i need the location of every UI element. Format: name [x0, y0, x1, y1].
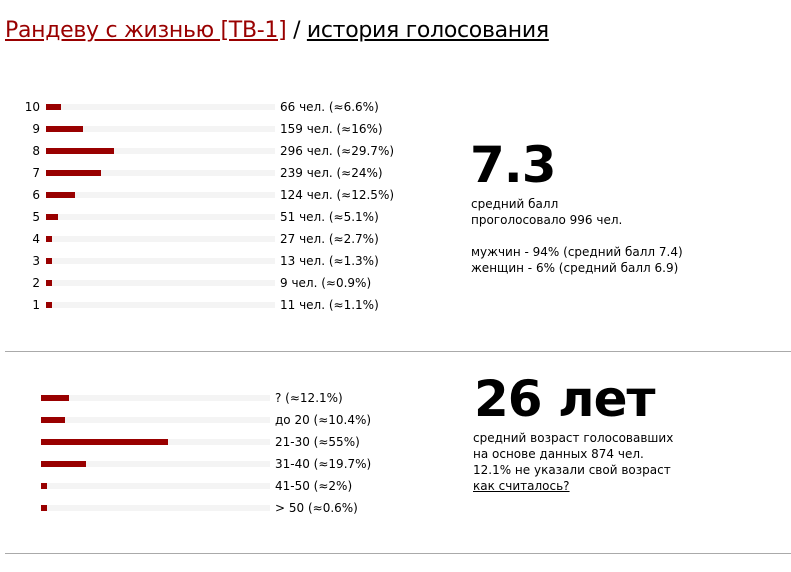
rating-label: 9	[32, 122, 40, 136]
average-rating: 7.3	[470, 136, 557, 194]
rating-value: 27 чел. (≈2.7%)	[280, 232, 379, 246]
women-stats: женщин - 6% (средний балл 6.9)	[471, 261, 679, 275]
age-row: до 20 (≈10.4%)	[0, 409, 791, 431]
avg-label: средний балл	[471, 197, 559, 211]
rating-row: 3 13 чел. (≈1.3%)	[0, 250, 791, 272]
rating-bar-track	[46, 170, 275, 176]
rating-row: 5 51 чел. (≈5.1%)	[0, 206, 791, 228]
rating-bar	[46, 126, 83, 132]
rating-value: 11 чел. (≈1.1%)	[280, 298, 379, 312]
rating-bar	[46, 148, 115, 154]
age-value: 41-50 (≈2%)	[275, 479, 353, 493]
rating-bar-track	[46, 192, 275, 198]
rating-bar-track	[46, 104, 275, 110]
rating-value: 13 чел. (≈1.3%)	[280, 254, 379, 268]
age-row: 31-40 (≈19.7%)	[0, 453, 791, 475]
rating-bar	[46, 258, 52, 264]
rating-row: 8 296 чел. (≈29.7%)	[0, 140, 791, 162]
rating-value: 124 чел. (≈12.5%)	[280, 188, 395, 202]
rating-row: 1 11 чел. (≈1.1%)	[0, 294, 791, 316]
rating-label: 7	[32, 166, 40, 180]
rating-label: 2	[32, 276, 40, 290]
rating-row: 7 239 чел. (≈24%)	[0, 162, 791, 184]
rating-row: 4 27 чел. (≈2.7%)	[0, 228, 791, 250]
age-value: до 20 (≈10.4%)	[275, 413, 372, 427]
rating-label: 3	[32, 254, 40, 268]
page-subtitle: история голосования	[306, 18, 549, 43]
rating-bar-track	[46, 236, 275, 242]
divider	[5, 553, 791, 554]
age-bar-track	[41, 417, 270, 423]
age-bar	[41, 417, 65, 423]
age-row: 21-30 (≈55%)	[0, 431, 791, 453]
rating-label: 1	[32, 298, 40, 312]
rating-bar	[46, 214, 58, 220]
age-line-3: 12.1% не указали свой возраст	[473, 463, 671, 477]
rating-bar	[46, 280, 52, 286]
rating-row: 6 124 чел. (≈12.5%)	[0, 184, 791, 206]
age-bar	[41, 439, 168, 445]
rating-label: 10	[24, 100, 40, 114]
rating-bar-track	[46, 280, 275, 286]
rating-bar	[46, 236, 53, 242]
age-row: > 50 (≈0.6%)	[0, 497, 791, 519]
voted-count: проголосовало 996 чел.	[471, 213, 623, 227]
age-bar-track	[41, 483, 270, 489]
rating-value: 51 чел. (≈5.1%)	[280, 210, 379, 224]
rating-label: 6	[32, 188, 40, 202]
age-row: ? (≈12.1%)	[0, 387, 791, 409]
rating-bar-track	[46, 148, 275, 154]
age-bar	[41, 461, 87, 467]
rating-bar	[46, 104, 62, 110]
age-line-1: средний возраст голосовавших	[473, 431, 674, 445]
men-stats: мужчин - 94% (средний балл 7.4)	[471, 245, 683, 259]
page-title: Рандеву с жизнью [TB-1] / история голосо…	[5, 18, 549, 43]
rating-row: 10 66 чел. (≈6.6%)	[0, 96, 791, 118]
rating-label: 4	[32, 232, 40, 246]
age-value: 21-30 (≈55%)	[275, 435, 360, 449]
age-bar-track	[41, 395, 270, 401]
divider	[5, 351, 791, 352]
age-bar	[41, 505, 47, 511]
how-calculated-link[interactable]: как считалось?	[473, 479, 570, 493]
rating-bar-track	[46, 302, 275, 308]
rating-row: 2 9 чел. (≈0.9%)	[0, 272, 791, 294]
rating-value: 296 чел. (≈29.7%)	[280, 144, 395, 158]
age-row: 41-50 (≈2%)	[0, 475, 791, 497]
rating-bar-track	[46, 258, 275, 264]
rating-value: 239 чел. (≈24%)	[280, 166, 383, 180]
age-bar-track	[41, 439, 270, 445]
title-separator: /	[293, 18, 301, 43]
age-bar-track	[41, 505, 270, 511]
age-value: > 50 (≈0.6%)	[275, 501, 358, 515]
rating-bar	[46, 302, 52, 308]
age-bar	[41, 483, 47, 489]
age-summary: средний возраст голосовавших на основе д…	[473, 430, 673, 494]
rating-label: 5	[32, 210, 40, 224]
age-bar-track	[41, 461, 270, 467]
rating-bar-track	[46, 126, 275, 132]
film-link[interactable]: Рандеву с жизнью [TB-1]	[5, 18, 287, 43]
age-value: 31-40 (≈19.7%)	[275, 457, 372, 471]
age-bar	[41, 395, 69, 401]
age-value: ? (≈12.1%)	[275, 391, 343, 405]
rating-value: 9 чел. (≈0.9%)	[280, 276, 372, 290]
average-age: 26 лет	[474, 370, 655, 428]
rating-summary: средний балл проголосовало 996 чел. мужч…	[471, 196, 683, 276]
age-line-2: на основе данных 874 чел.	[473, 447, 644, 461]
rating-bar	[46, 170, 102, 176]
rating-bar	[46, 192, 75, 198]
rating-value: 159 чел. (≈16%)	[280, 122, 383, 136]
rating-label: 8	[32, 144, 40, 158]
rating-bar-track	[46, 214, 275, 220]
rating-row: 9 159 чел. (≈16%)	[0, 118, 791, 140]
rating-value: 66 чел. (≈6.6%)	[280, 100, 379, 114]
